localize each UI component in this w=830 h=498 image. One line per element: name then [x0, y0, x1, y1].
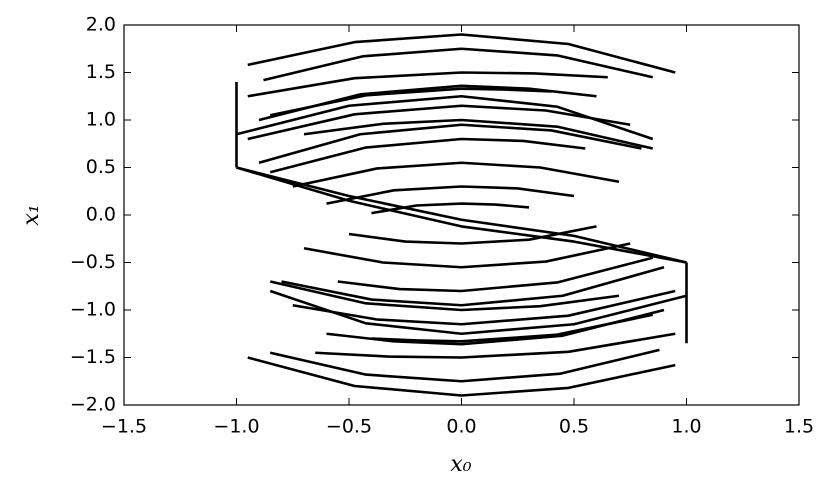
y-tick-label: −1.0 [70, 299, 116, 321]
trajectory [303, 242, 631, 269]
y-tick-label: 0.0 [86, 204, 116, 226]
trajectory [281, 265, 665, 307]
x-axis-label: x₀ [450, 452, 471, 477]
y-tick-label: −1.5 [70, 346, 116, 368]
trajectory [236, 166, 687, 264]
trajectory [258, 123, 642, 165]
trajectory [292, 161, 620, 188]
trajectory [247, 33, 676, 74]
trajectory [315, 332, 676, 359]
x-tick-label: 1.0 [671, 416, 701, 438]
y-tick-label: 2.0 [86, 14, 116, 36]
trajectory [263, 47, 654, 82]
y-tick-label: 1.0 [86, 109, 116, 131]
trajectory [247, 104, 631, 141]
trajectory [247, 356, 676, 397]
y-tick-label: −0.5 [70, 251, 116, 273]
y-axis-label: x₁ [19, 204, 44, 225]
trajectory [371, 313, 654, 343]
y-tick-label: −2.0 [70, 394, 116, 416]
y-tick-label: 0.5 [86, 156, 116, 178]
x-tick-label: 0.5 [559, 416, 589, 438]
trajectory [292, 289, 676, 326]
x-tick-label: 1.5 [784, 416, 814, 438]
x-tick-label: −1.5 [101, 416, 147, 438]
trajectory [303, 118, 654, 150]
trajectory [236, 166, 687, 264]
trajectory [269, 137, 586, 174]
trajectory [348, 225, 597, 245]
plot-frame [123, 24, 800, 406]
x-tick-label: −1.0 [213, 416, 259, 438]
trajectory [269, 87, 552, 117]
trajectory [337, 256, 654, 293]
trajectory [269, 348, 660, 383]
y-tick-label: 1.5 [86, 61, 116, 83]
trajectory [269, 280, 620, 312]
x-tick-label: −0.5 [326, 416, 372, 438]
x-tick-label: 0.0 [446, 416, 476, 438]
trajectory [247, 71, 608, 98]
trajectory [326, 185, 575, 205]
